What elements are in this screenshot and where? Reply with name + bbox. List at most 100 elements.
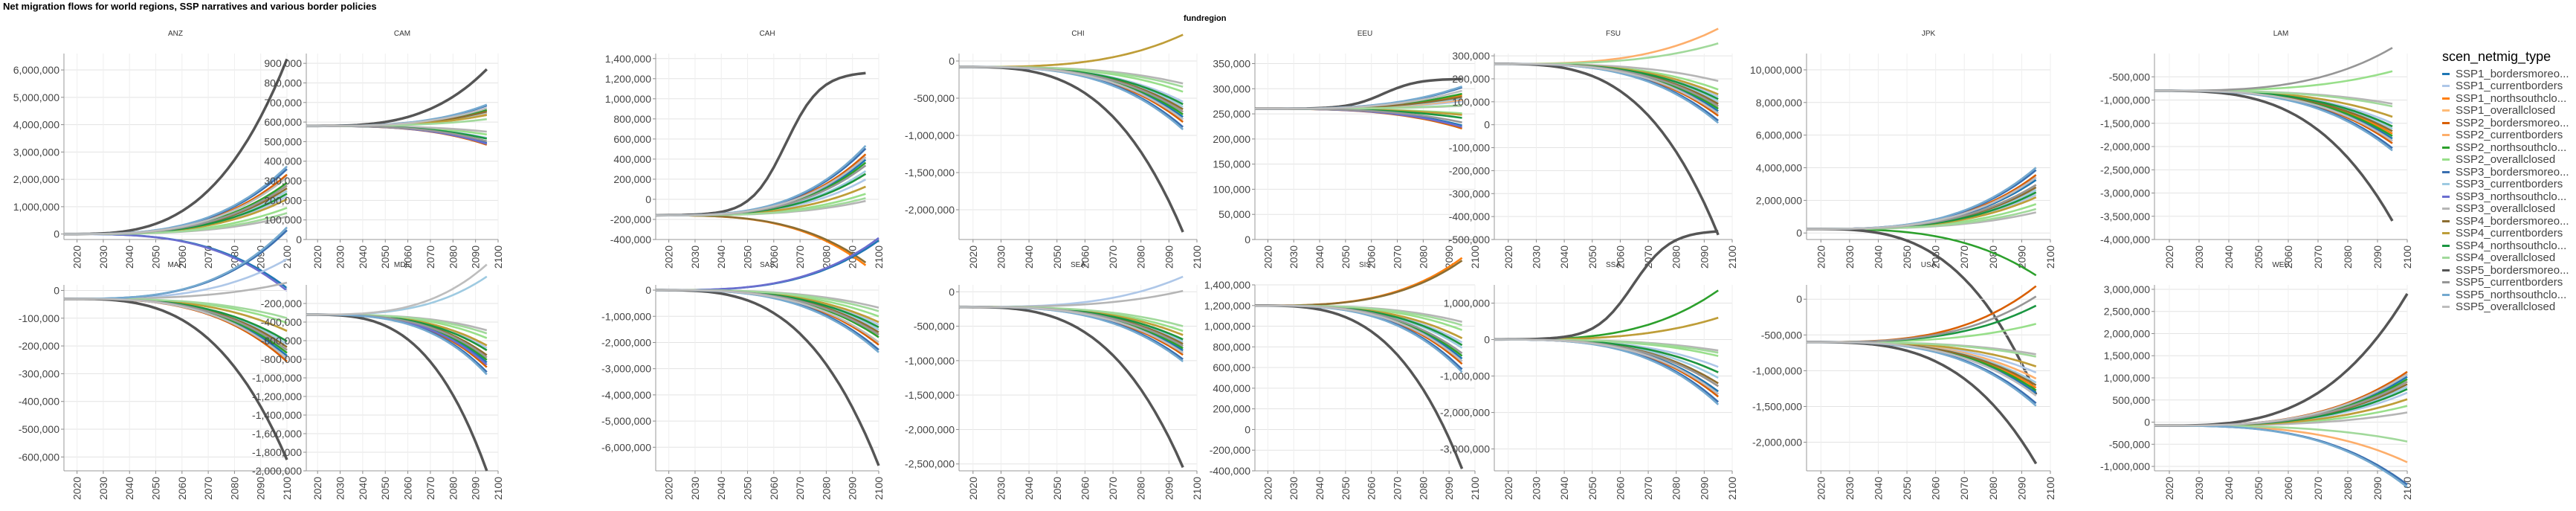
y-tick-label: 400,000 bbox=[264, 155, 302, 167]
legend-item[interactable]: SSP5_northsouthclo... bbox=[2442, 289, 2569, 301]
x-tick-label: 2030 bbox=[1288, 477, 1300, 500]
legend-swatch bbox=[2442, 244, 2450, 247]
panel-weu: WEU -1,000,000 -500,000 0 500,000 1,000,000 1,… bbox=[2100, 261, 2413, 500]
legend-swatch bbox=[2442, 281, 2450, 284]
legend-item[interactable]: SSP5_overallclosed bbox=[2442, 301, 2569, 314]
y-tick-label: 10,000,000 bbox=[1750, 64, 1802, 76]
y-tick-label: 600,000 bbox=[613, 133, 651, 145]
series-line bbox=[1255, 89, 1462, 110]
legend-item[interactable]: SSP3_bordersmoreo... bbox=[2442, 166, 2569, 179]
panel-title: CAM bbox=[394, 30, 410, 38]
panel-maf: MAF 0 -100,000 -200,000 -300,000 -400,000 -500… bbox=[19, 226, 293, 500]
x-tick-label: 2020 bbox=[311, 477, 323, 500]
legend-item[interactable]: SSP5_bordersmoreo... bbox=[2442, 264, 2569, 277]
legend-item[interactable]: SSP1_bordersmoreo... bbox=[2442, 68, 2569, 80]
x-tick-label: 2050 bbox=[2253, 477, 2265, 500]
x-tick-label: 2030 bbox=[1288, 245, 1300, 269]
panel-cah: CAH -400,000 -200,000 0 200,000 400,000 600,00… bbox=[605, 30, 885, 269]
y-tick-label: 1,500,000 bbox=[2104, 350, 2150, 361]
legend-item[interactable]: SSP4_overallclosed bbox=[2442, 251, 2569, 265]
legend-item[interactable]: SSP3_currentborders bbox=[2442, 178, 2569, 190]
series-line bbox=[2154, 70, 2393, 92]
series-line bbox=[959, 33, 1184, 68]
x-tick-label: 2050 bbox=[2253, 245, 2265, 269]
y-tick-label: -300,000 bbox=[19, 367, 59, 379]
legend-item[interactable]: SSP5_currentborders bbox=[2442, 276, 2569, 289]
y-tick-label: -1,000,000 bbox=[2100, 460, 2150, 472]
y-tick-label: 200,000 bbox=[264, 194, 302, 206]
y-tick-label: -3,000,000 bbox=[1440, 443, 1490, 455]
x-tick-label: 2060 bbox=[768, 245, 780, 269]
x-tick-label: 2040 bbox=[1314, 477, 1326, 500]
y-tick-label: 0 bbox=[296, 234, 302, 245]
y-tick-label: 3,000,000 bbox=[13, 146, 59, 158]
x-tick-label: 2060 bbox=[1079, 477, 1091, 500]
series-line bbox=[959, 65, 1184, 120]
x-tick-label: 2020 bbox=[1262, 477, 1274, 500]
x-tick-label: 2050 bbox=[1901, 245, 1913, 269]
y-tick-label: -100,000 bbox=[1449, 142, 1490, 154]
legend-label: SSP4_overallclosed bbox=[2456, 251, 2556, 265]
legend-item[interactable]: SSP4_bordersmoreo... bbox=[2442, 215, 2569, 228]
x-tick-label: 2070 bbox=[1107, 477, 1119, 500]
y-tick-label: 0 bbox=[1484, 119, 1490, 131]
y-tick-label: -2,500,000 bbox=[905, 458, 955, 470]
x-tick-label: 2100 bbox=[873, 245, 885, 269]
x-tick-label: 2050 bbox=[1586, 477, 1598, 500]
y-tick-label: 0 bbox=[1484, 334, 1490, 346]
legend-label: SSP5_overallclosed bbox=[2456, 301, 2556, 314]
x-tick-label: 2100 bbox=[2044, 245, 2056, 269]
x-tick-label: 2020 bbox=[2163, 245, 2175, 269]
y-tick-label: 1,000,000 bbox=[2104, 372, 2150, 384]
legend-item[interactable]: SSP1_northsouthclo... bbox=[2442, 92, 2569, 105]
x-tick-label: 2080 bbox=[1987, 477, 1999, 500]
x-tick-label: 2040 bbox=[2223, 477, 2235, 500]
x-tick-label: 2040 bbox=[1872, 477, 1884, 500]
y-tick-label: -1,000,000 bbox=[905, 355, 955, 367]
legend-label: SSP4_northsouthclo... bbox=[2456, 239, 2567, 252]
x-tick-label: 2030 bbox=[689, 245, 701, 269]
y-tick-label: -1,000,000 bbox=[905, 129, 955, 141]
y-tick-label: 8,000,000 bbox=[1756, 97, 1802, 109]
series-line bbox=[1494, 42, 1719, 65]
x-tick-label: 2030 bbox=[97, 477, 109, 500]
legend-item[interactable]: SSP4_currentborders bbox=[2442, 227, 2569, 240]
x-tick-label: 2020 bbox=[967, 245, 979, 269]
y-tick-label: 0 bbox=[1245, 423, 1250, 435]
x-tick-label: 2020 bbox=[1815, 245, 1827, 269]
legend-item[interactable]: SSP2_northsouthclo... bbox=[2442, 141, 2569, 154]
legend-item[interactable]: SSP2_currentborders bbox=[2442, 129, 2569, 141]
y-tick-label: 600,000 bbox=[1213, 361, 1250, 373]
y-tick-label: -400,000 bbox=[261, 316, 302, 328]
x-tick-label: 2100 bbox=[281, 477, 293, 500]
x-tick-label: 2030 bbox=[97, 245, 109, 269]
x-tick-label: 2070 bbox=[425, 245, 436, 269]
legend-item[interactable]: SSP3_overallclosed bbox=[2442, 202, 2569, 215]
y-tick-label: -1,000,000 bbox=[2100, 94, 2150, 106]
x-tick-label: 2040 bbox=[715, 245, 727, 269]
x-tick-label: 2040 bbox=[715, 477, 727, 500]
panel-usa: USA 0 -500,000 -1,000,000 -1,500,000 -2,000,0… bbox=[1752, 261, 2056, 500]
x-tick-label: 2060 bbox=[1079, 245, 1091, 269]
panel-sea: SEA 0 -500,000 -1,000,000 -1,500,000 -2,000,0… bbox=[905, 261, 1203, 500]
legend-swatch bbox=[2442, 109, 2450, 112]
y-tick-label: -1,400,000 bbox=[252, 409, 302, 421]
legend-item[interactable]: SSP4_northsouthclo... bbox=[2442, 240, 2569, 252]
x-tick-label: 2020 bbox=[71, 477, 83, 500]
x-tick-label: 2100 bbox=[2401, 245, 2413, 269]
x-tick-label: 2050 bbox=[1901, 477, 1913, 500]
legend-item[interactable]: SSP1_currentborders bbox=[2442, 80, 2569, 92]
y-tick-label: -3,000,000 bbox=[601, 363, 651, 375]
legend-item[interactable]: SSP3_northsouthclo... bbox=[2442, 190, 2569, 203]
legend-item[interactable]: SSP1_overallclosed bbox=[2442, 104, 2569, 117]
y-tick-label: 700,000 bbox=[264, 97, 302, 109]
panel-title: ANZ bbox=[168, 30, 183, 38]
x-tick-label: 2080 bbox=[447, 245, 459, 269]
y-tick-label: -2,000,000 bbox=[601, 336, 651, 348]
legend-item[interactable]: SSP2_bordersmoreo... bbox=[2442, 117, 2569, 129]
x-tick-label: 2020 bbox=[663, 477, 675, 500]
x-tick-label: 2050 bbox=[150, 477, 162, 500]
legend-item[interactable]: SSP2_overallclosed bbox=[2442, 153, 2569, 166]
x-tick-label: 2060 bbox=[402, 245, 414, 269]
panel-anz: ANZ 0 1,000,000 2,000,000 3,000,000 4,000,000… bbox=[13, 30, 293, 292]
